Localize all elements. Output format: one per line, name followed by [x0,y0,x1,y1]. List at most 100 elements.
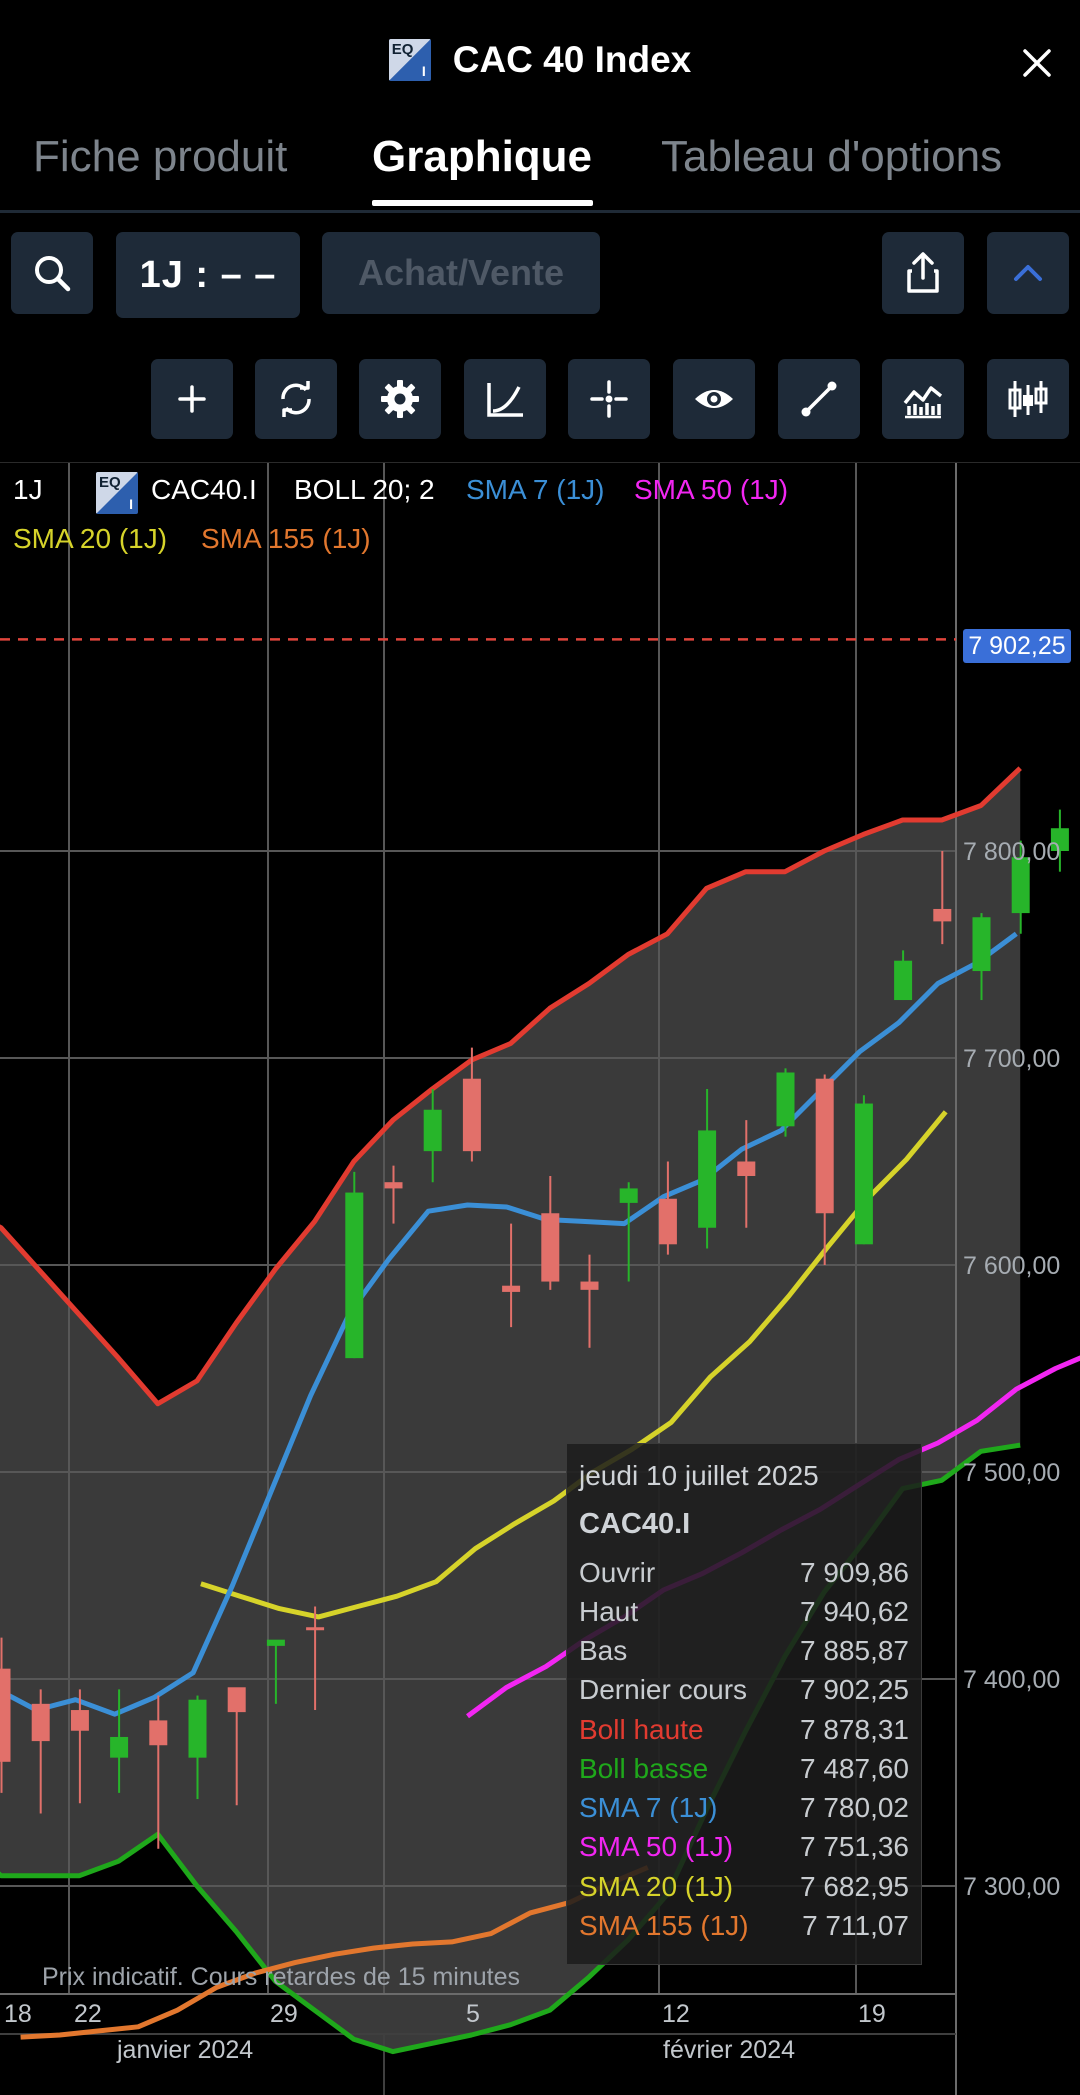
bollinger-upper-line [0,766,1022,1407]
candle-body [619,1188,638,1203]
crosshair-button[interactable] [568,359,650,439]
tab-bar: Fiche produit Graphique Tableau d'option… [0,120,1080,213]
candle-body [462,1078,481,1152]
page-title: CAC 40 Index [452,39,692,80]
candle-body [541,1213,560,1282]
legend-sma50[interactable]: SMA 50 (1J) [634,474,789,505]
candle-body [658,1198,677,1245]
tooltip-row-boll-upper: Boll haute 7 878,31 [579,1714,909,1745]
candle-body [149,1720,168,1746]
tooltip-row-boll-lower: Boll basse 7 487,60 [579,1753,909,1784]
candle-body [894,960,913,1001]
x-axis-label: 29 [270,2000,298,2028]
price-tooltip: jeudi 10 juillet 2025 CAC40.I Ouvrir 7 90… [566,1443,922,1965]
legend-sma7[interactable]: SMA 7 (1J) [466,474,605,505]
tab-graphique[interactable]: Graphique [372,132,593,181]
candle-body [0,1668,11,1762]
legend-boll[interactable]: BOLL 20; 2 [294,474,435,505]
tab-fiche-produit[interactable]: Fiche produit [33,132,288,181]
close-icon [1023,49,1051,77]
candle-body [227,1687,246,1713]
x-axis-label: 19 [858,2000,886,2028]
curve-icon [487,383,523,417]
bollinger-band-fill [0,768,1021,2052]
period-selector-button[interactable]: 1J : – – [116,232,300,318]
indicators-button[interactable] [882,359,964,439]
chevron-up-icon [1014,265,1042,281]
settings-button[interactable] [359,359,441,439]
tooltip-row-last: Dernier cours 7 902,25 [579,1674,909,1705]
eye-icon [695,390,733,408]
candlestick-type-icon [1008,381,1048,417]
legend-period: 1J [13,474,43,505]
x-axis-month-label: janvier 2024 [117,2036,254,2064]
x-axis-label: 18 [4,2000,32,2028]
curve-tool-button[interactable] [464,359,546,439]
plus-icon [178,385,206,413]
legend-symbol: CAC40.I [151,474,257,505]
chart-legend: 1J [13,474,43,506]
buy-sell-button[interactable]: Achat/Vente [322,232,600,314]
candle-body [1011,857,1030,914]
search-icon [35,256,71,292]
legend-eq-icon: EQ I [96,472,138,514]
tooltip-row-high: Haut 7 940,62 [579,1596,909,1627]
y-axis-label: 7 600,00 [963,1252,1061,1280]
candle-body [854,1103,873,1245]
candle-body [933,908,952,922]
active-tab-indicator [372,200,593,206]
x-axis-label: 22 [74,2000,102,2028]
refresh-icon [281,381,311,417]
candle-body [776,1072,795,1127]
candle-body [737,1161,756,1176]
y-axis-label: 7 300,00 [963,1873,1061,1901]
indicator-icon [903,386,943,419]
candle-body [345,1192,364,1359]
share-icon [907,252,939,293]
sma7-line [0,931,1018,1717]
x-axis-label: 5 [466,2000,480,2028]
collapse-toolbar-button[interactable] [987,232,1069,314]
y-axis-label: 7 500,00 [963,1459,1061,1487]
draw-line-button[interactable] [778,359,860,439]
candle-body [1050,828,1069,851]
tooltip-symbol: CAC40.I [579,1508,691,1540]
tooltip-row-sma7: SMA 7 (1J) 7 780,02 [579,1792,909,1823]
tooltip-row-sma50: SMA 50 (1J) 7 751,36 [579,1831,909,1862]
close-button[interactable] [1012,38,1062,88]
tooltip-row-sma155: SMA 155 (1J) 7 711,07 [579,1910,909,1941]
legend-sma20[interactable]: SMA 20 (1J) [13,523,168,554]
candle-body [502,1285,521,1292]
tooltip-row-open: Ouvrir 7 909,86 [579,1557,909,1588]
add-button[interactable] [151,359,233,439]
y-axis-label: 7 400,00 [963,1666,1061,1694]
search-button[interactable] [11,232,93,314]
crosshair-icon [590,380,628,418]
chart-type-button[interactable] [987,359,1069,439]
refresh-button[interactable] [255,359,337,439]
sma155-line [20,1865,649,2040]
tab-tableau-options[interactable]: Tableau d'options [661,132,1003,181]
y-axis-label: 7 800,00 [963,838,1061,866]
gear-icon [381,380,419,418]
last-price-tag: 7 902,25 [963,629,1071,663]
candle-body [110,1736,129,1758]
line-draw-icon [801,381,837,417]
share-button[interactable] [882,232,964,314]
candle-body [698,1130,717,1228]
candle-body [266,1639,285,1646]
tooltip-date: jeudi 10 juillet 2025 [579,1460,819,1491]
candle-body [423,1109,442,1152]
candle-body [306,1627,325,1631]
tooltip-row-low: Bas 7 885,87 [579,1635,909,1666]
header: EQ I CAC 40 Index [0,30,1080,90]
tooltip-row-sma20: SMA 20 (1J) 7 682,95 [579,1871,909,1902]
candle-body [384,1182,403,1189]
visibility-button[interactable] [673,359,755,439]
candle-body [70,1710,89,1731]
candle-body [31,1703,50,1742]
candle-body [972,917,991,972]
legend-sma155[interactable]: SMA 155 (1J) [201,523,371,554]
y-axis-label: 7 700,00 [963,1045,1061,1073]
x-axis-label: 12 [662,2000,690,2028]
